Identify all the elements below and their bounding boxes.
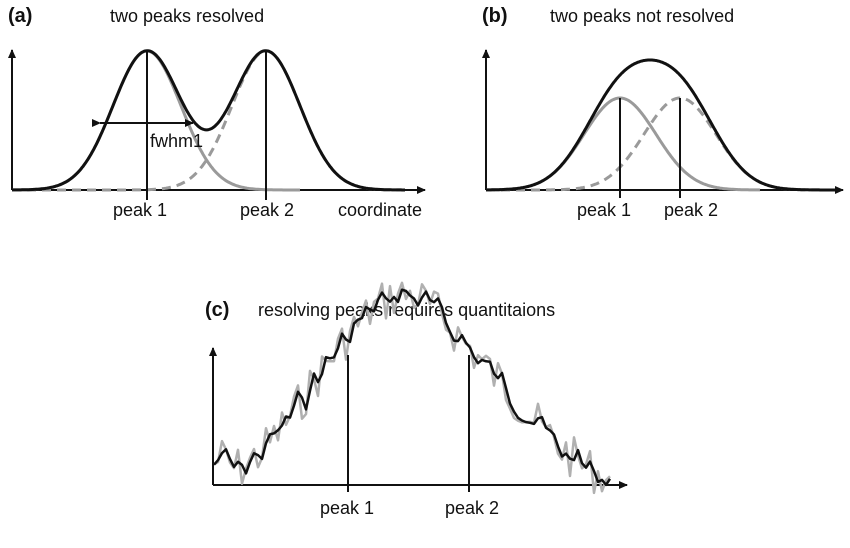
panel-a-peak1-label: peak 1 bbox=[113, 200, 167, 220]
panel-b-peak1-component bbox=[486, 96, 761, 192]
panel-c: (c) resolving peaks requires quantitaion… bbox=[205, 281, 628, 518]
panel-b-peak2-component bbox=[486, 96, 835, 192]
panel-a-peak2-label: peak 2 bbox=[240, 200, 294, 220]
panel-a-peak1-component bbox=[12, 49, 300, 192]
panel-a-axis-label: coordinate bbox=[338, 200, 422, 220]
panel-b-tag: (b) bbox=[482, 5, 508, 27]
panel-b-title: two peaks not resolved bbox=[550, 6, 734, 26]
panel-c-tag: (c) bbox=[205, 299, 229, 321]
panel-a: (a) two peaks resolved fwhm1 peak 1 peak… bbox=[7, 5, 426, 220]
panel-b-peak1-label: peak 1 bbox=[577, 200, 631, 220]
panel-a-title: two peaks resolved bbox=[110, 6, 264, 26]
panel-c-smoothed-signal bbox=[213, 288, 612, 487]
panel-b: (b) two peaks not resolved peak 1 peak 2 bbox=[482, 5, 844, 220]
panel-c-title: resolving peaks requires quantitaions bbox=[258, 300, 555, 320]
panel-a-fwhm-label: fwhm1 bbox=[150, 131, 203, 151]
panel-a-tag: (a) bbox=[8, 5, 32, 27]
panel-c-peak1-label: peak 1 bbox=[320, 498, 374, 518]
panel-a-peak2-component bbox=[12, 49, 405, 192]
panel-a-sum-curve bbox=[12, 49, 405, 192]
panel-b-peak2-label: peak 2 bbox=[664, 200, 718, 220]
panel-b-sum-curve bbox=[486, 58, 835, 192]
panel-c-peak2-label: peak 2 bbox=[445, 498, 499, 518]
